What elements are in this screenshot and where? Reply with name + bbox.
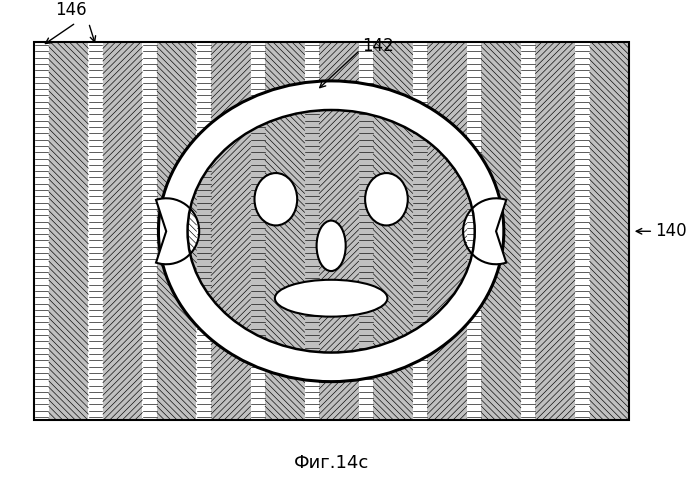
Bar xyxy=(49,42,88,420)
Ellipse shape xyxy=(365,173,408,226)
Ellipse shape xyxy=(255,173,297,226)
Ellipse shape xyxy=(158,81,504,382)
Bar xyxy=(590,42,629,420)
Text: Фиг.14c: Фиг.14c xyxy=(294,454,369,472)
Text: 146: 146 xyxy=(55,1,87,19)
Wedge shape xyxy=(156,198,200,264)
Bar xyxy=(103,42,142,420)
Bar xyxy=(319,42,358,420)
Bar xyxy=(482,42,521,420)
Ellipse shape xyxy=(188,110,475,352)
Bar xyxy=(34,42,629,420)
Bar xyxy=(265,42,305,420)
Bar xyxy=(427,42,466,420)
Text: 140: 140 xyxy=(655,222,687,240)
Bar xyxy=(211,42,250,420)
Bar xyxy=(374,42,413,420)
Text: 142: 142 xyxy=(362,37,394,55)
Ellipse shape xyxy=(316,220,345,271)
Bar xyxy=(34,42,629,420)
Bar xyxy=(535,42,575,420)
Bar xyxy=(157,42,197,420)
Wedge shape xyxy=(463,198,506,264)
Ellipse shape xyxy=(275,280,387,316)
